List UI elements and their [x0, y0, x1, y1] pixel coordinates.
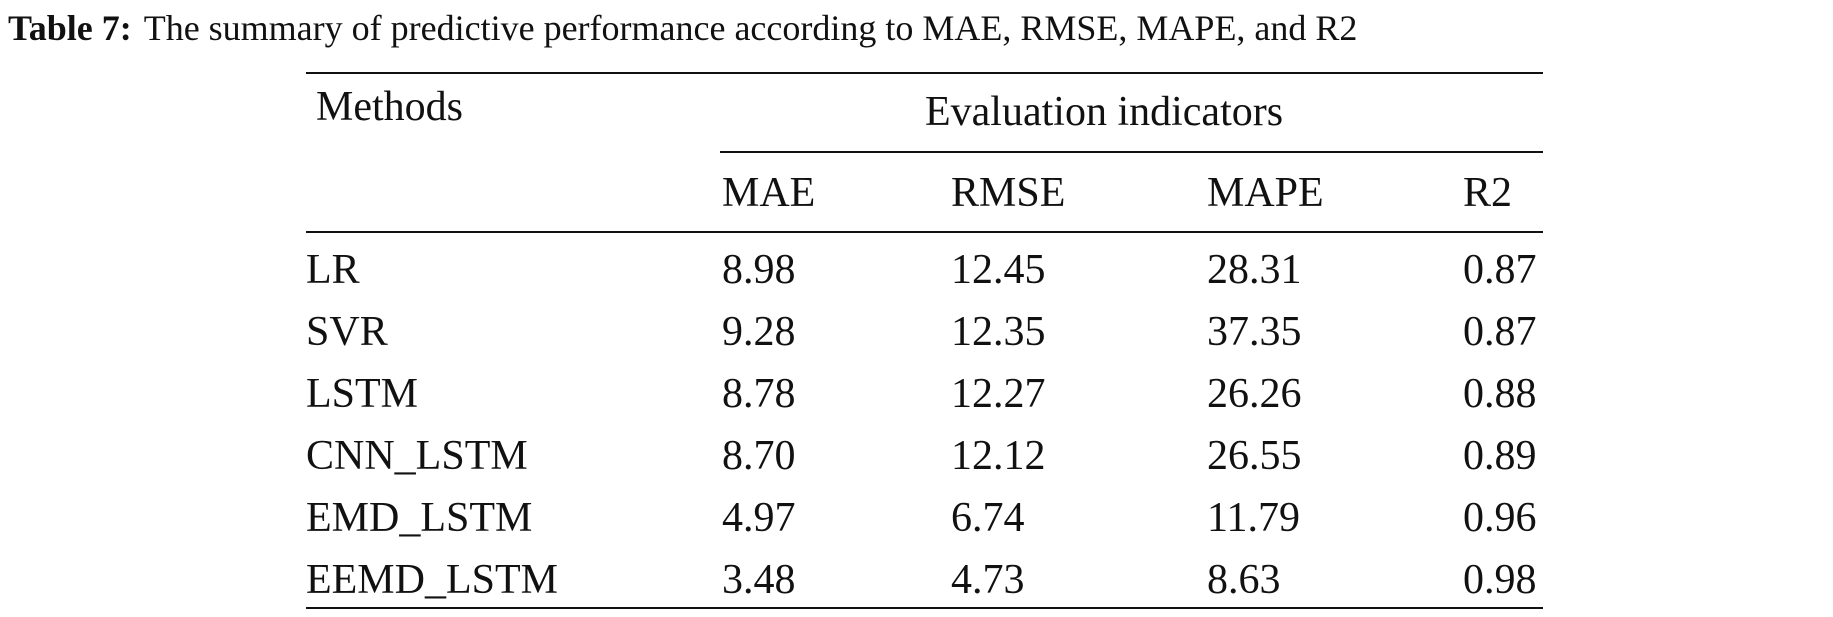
row-mae: 8.78: [722, 371, 796, 417]
evaluation-indicators-header: Evaluation indicators: [925, 89, 1284, 135]
row-method: EEMD_LSTM: [306, 557, 558, 603]
row-method: LR: [306, 247, 360, 293]
row-mape: 26.55: [1207, 433, 1302, 479]
row-rmse: 12.27: [951, 371, 1046, 417]
column-header-mape: MAPE: [1207, 170, 1324, 216]
row-rmse: 4.73: [951, 557, 1025, 603]
table-caption: Table 7: The summary of predictive perfor…: [8, 6, 1357, 50]
row-mae: 4.97: [722, 495, 796, 541]
caption-text: The summary of predictive performance ac…: [143, 8, 1358, 48]
row-mape: 8.63: [1207, 557, 1281, 603]
row-mae: 9.28: [722, 309, 796, 355]
bottom-rule: [306, 607, 1543, 609]
row-mape: 37.35: [1207, 309, 1302, 355]
row-r2: 0.98: [1463, 557, 1537, 603]
column-header-r2: R2: [1463, 170, 1513, 216]
row-r2: 0.87: [1463, 247, 1537, 293]
row-rmse: 12.12: [951, 433, 1046, 479]
top-rule: [306, 72, 1543, 74]
row-r2: 0.87: [1463, 309, 1537, 355]
row-rmse: 6.74: [951, 495, 1025, 541]
table-number: Table 7:: [8, 8, 132, 48]
methods-header: Methods: [316, 84, 463, 130]
header-rule: [306, 231, 1543, 233]
row-r2: 0.88: [1463, 371, 1537, 417]
row-mae: 8.70: [722, 433, 796, 479]
group-underline: [720, 151, 1543, 153]
row-method: EMD_LSTM: [306, 495, 533, 541]
row-r2: 0.96: [1463, 495, 1537, 541]
row-rmse: 12.35: [951, 309, 1046, 355]
row-method: CNN_LSTM: [306, 433, 528, 479]
row-method: SVR: [306, 309, 388, 355]
column-header-rmse: RMSE: [951, 170, 1066, 216]
row-mape: 26.26: [1207, 371, 1302, 417]
row-rmse: 12.45: [951, 247, 1046, 293]
row-r2: 0.89: [1463, 433, 1537, 479]
row-mape: 11.79: [1207, 495, 1300, 541]
column-header-mae: MAE: [722, 170, 816, 216]
row-mape: 28.31: [1207, 247, 1302, 293]
row-mae: 3.48: [722, 557, 796, 603]
row-method: LSTM: [306, 371, 419, 417]
row-mae: 8.98: [722, 247, 796, 293]
